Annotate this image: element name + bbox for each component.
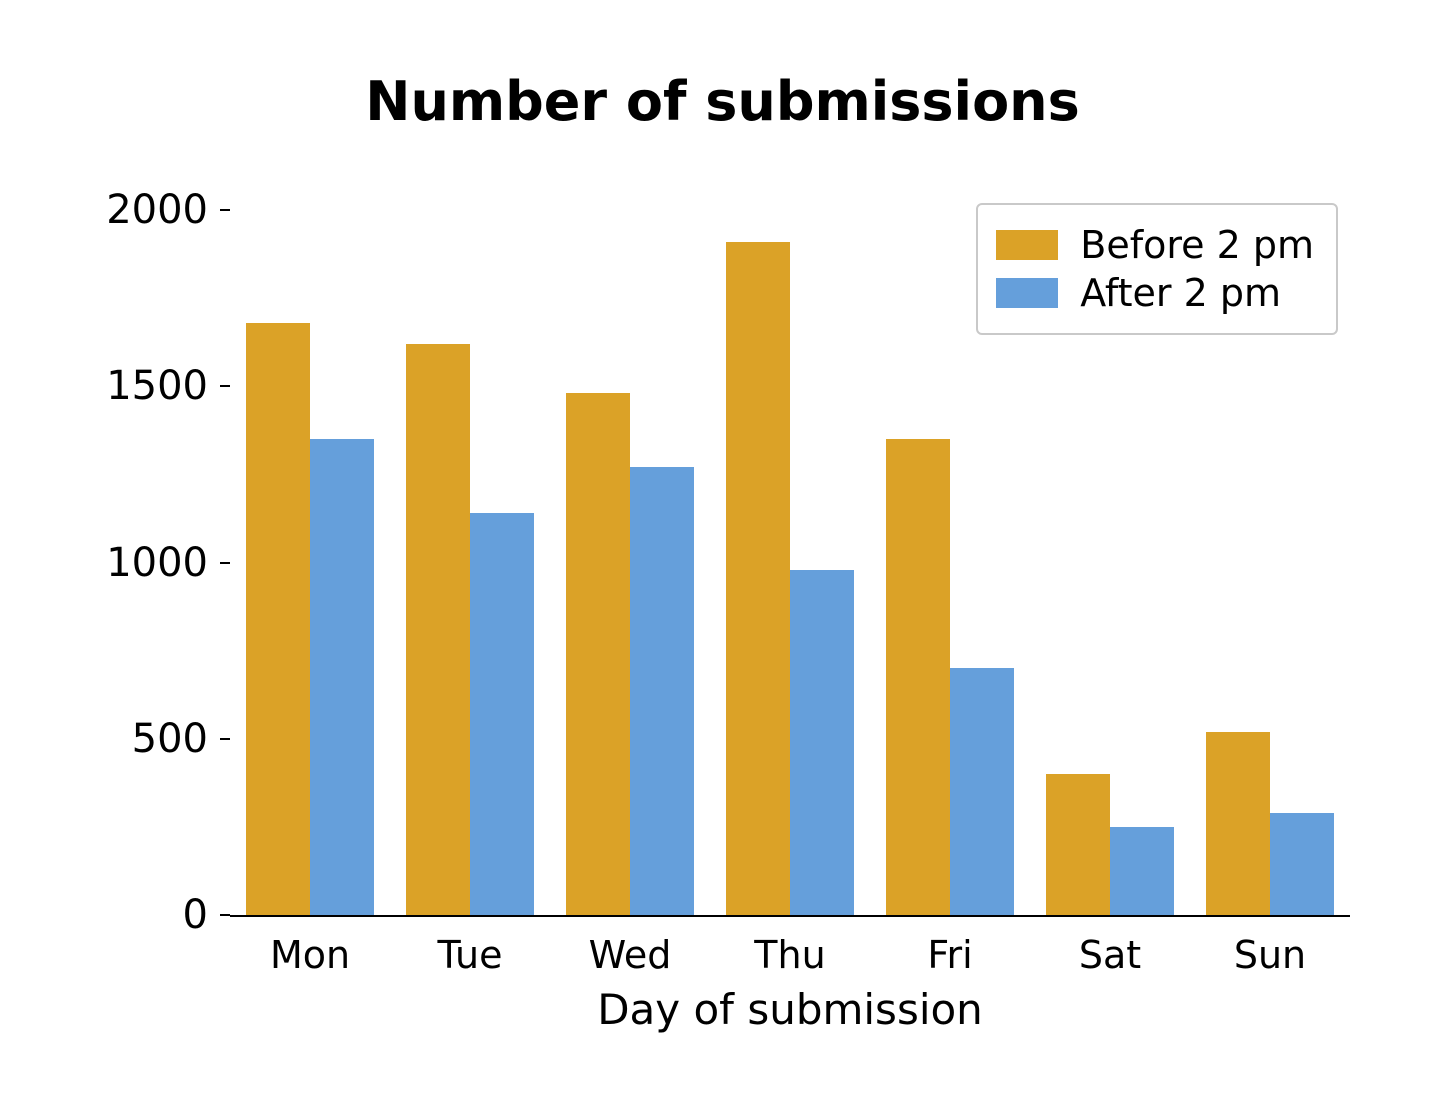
legend-item: After 2 pm [996,271,1314,315]
bar-after-2pm [950,668,1014,915]
chart-container: Number of submissions 0 500 1000 1500 20… [0,0,1445,1106]
y-tick-label: 500 [132,716,230,762]
y-tick-mark [220,562,230,564]
bar-before-2pm [1206,732,1270,915]
legend-swatch [996,230,1058,260]
y-tick-mark [220,385,230,387]
x-tick-label: Sat [1079,915,1141,977]
bar-after-2pm [310,439,374,915]
legend-swatch [996,278,1058,308]
legend-item: Before 2 pm [996,223,1314,267]
chart-title: Number of submissions [0,70,1445,133]
x-tick-label: Mon [270,915,350,977]
x-axis-label: Day of submission [597,915,983,1034]
bar-before-2pm [1046,774,1110,915]
y-tick-label: 1500 [106,363,230,409]
x-tick-label: Sun [1234,915,1306,977]
bar-after-2pm [790,570,854,915]
legend-label: After 2 pm [1080,271,1281,315]
bar-before-2pm [886,439,950,915]
bar-after-2pm [1270,813,1334,915]
legend-label: Before 2 pm [1080,223,1314,267]
x-tick-label: Tue [438,915,503,977]
plot-area: 0 500 1000 1500 2000 Mon Tue Wed Thu Fri… [230,175,1350,917]
bar-after-2pm [630,467,694,915]
bar-before-2pm [246,323,310,915]
y-tick-mark [220,738,230,740]
bar-before-2pm [566,393,630,915]
legend: Before 2 pm After 2 pm [976,203,1338,335]
bar-before-2pm [406,344,470,915]
bar-after-2pm [470,513,534,915]
y-tick-label: 2000 [106,187,230,233]
y-tick-mark [220,209,230,211]
y-tick-mark [220,914,230,916]
y-tick-label: 1000 [106,540,230,586]
bar-before-2pm [726,242,790,915]
bar-after-2pm [1110,827,1174,915]
